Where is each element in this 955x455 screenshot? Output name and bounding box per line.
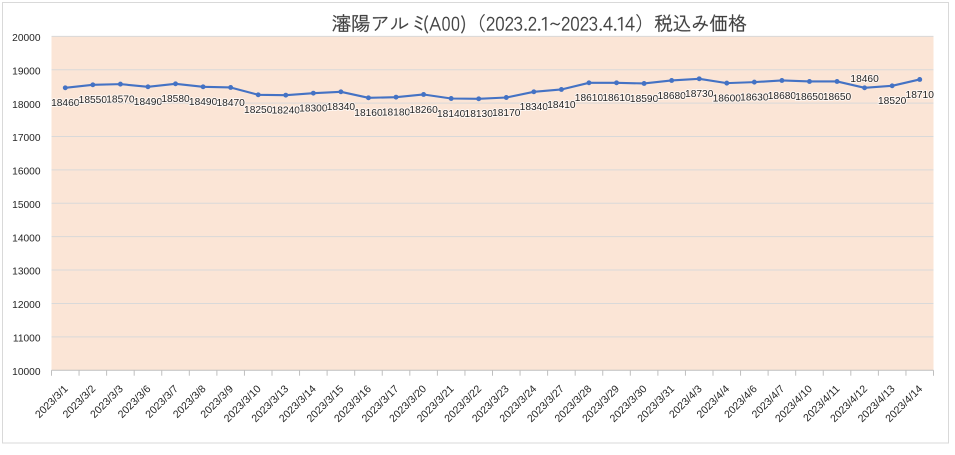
svg-text:18410: 18410 [547,100,576,111]
svg-text:18140: 18140 [437,109,466,120]
svg-text:18630: 18630 [740,93,769,104]
svg-text:14000: 14000 [12,233,41,244]
svg-text:16000: 16000 [12,167,41,178]
svg-text:18650: 18650 [823,92,852,103]
svg-text:18600: 18600 [713,94,742,105]
svg-text:19000: 19000 [12,66,41,77]
svg-text:12000: 12000 [12,300,41,311]
svg-text:18170: 18170 [492,108,521,119]
svg-text:18000: 18000 [12,100,41,111]
svg-text:20000: 20000 [12,33,41,44]
svg-text:18240: 18240 [272,106,301,117]
svg-text:18570: 18570 [106,95,135,106]
svg-text:18490: 18490 [189,97,218,108]
svg-text:18160: 18160 [354,108,383,119]
svg-text:13000: 13000 [12,267,41,278]
svg-text:18300: 18300 [299,104,328,115]
svg-text:18680: 18680 [657,91,686,102]
svg-text:18650: 18650 [795,92,824,103]
svg-text:18470: 18470 [216,98,245,109]
svg-text:18340: 18340 [520,102,549,113]
svg-text:18520: 18520 [878,96,907,107]
svg-text:18460: 18460 [850,74,879,85]
svg-text:18260: 18260 [409,105,438,116]
svg-text:18680: 18680 [768,91,797,102]
svg-text:18550: 18550 [79,95,108,106]
svg-text:18590: 18590 [630,94,659,105]
svg-text:18180: 18180 [382,108,411,119]
svg-text:10000: 10000 [12,367,41,378]
svg-text:15000: 15000 [12,200,41,211]
svg-text:18250: 18250 [244,105,273,116]
svg-text:11000: 11000 [13,333,41,344]
svg-text:18130: 18130 [465,109,494,120]
svg-text:18490: 18490 [134,97,163,108]
svg-text:18610: 18610 [602,93,631,104]
svg-text:18710: 18710 [906,90,935,101]
svg-text:18730: 18730 [685,89,714,100]
svg-text:18340: 18340 [327,102,356,113]
svg-text:18610: 18610 [575,93,604,104]
svg-text:17000: 17000 [12,133,41,144]
svg-text:18580: 18580 [161,94,190,105]
svg-text:18460: 18460 [51,98,80,109]
